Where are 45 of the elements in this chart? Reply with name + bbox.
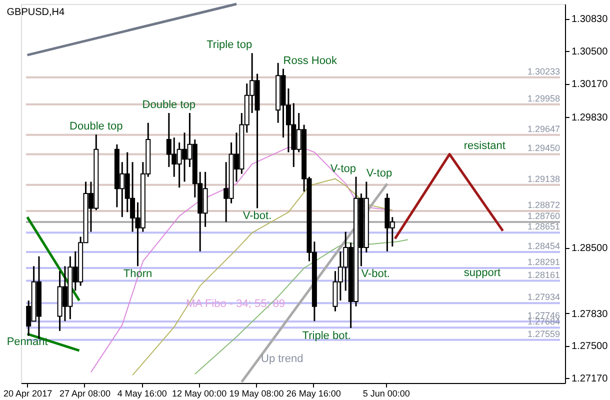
ref-line-label: 1.27684 bbox=[527, 316, 560, 327]
annotation: V-top bbox=[366, 168, 392, 180]
annotation: Up trend bbox=[261, 353, 304, 365]
ref-line-label: 1.27934 bbox=[527, 292, 560, 302]
x-tick-label: 20 Apr 2017 bbox=[4, 388, 52, 398]
chart-title: GBPUSD,H4 bbox=[6, 6, 66, 18]
annotation: Double top bbox=[70, 120, 123, 133]
y-tick-label: 1.27830 bbox=[572, 308, 608, 320]
line-series bbox=[90, 146, 393, 373]
annotation: Thorn bbox=[123, 268, 152, 280]
annotation: resistant bbox=[464, 140, 506, 152]
x-tick-label: 19 May 08:00 bbox=[229, 388, 284, 398]
annotation: Double top bbox=[142, 98, 196, 111]
annotation: V-bot. bbox=[361, 268, 390, 280]
y-tick-label: 1.30170 bbox=[572, 79, 608, 90]
ref-line-label: 1.29450 bbox=[527, 143, 560, 154]
x-tick-label: 26 May 16:00 bbox=[286, 388, 341, 398]
ref-line-label: 1.28291 bbox=[527, 257, 560, 268]
annotation: Pennant bbox=[6, 336, 48, 348]
x-tick-label: 5 Jun 00:00 bbox=[362, 388, 410, 398]
ref-line-label: 1.27559 bbox=[527, 328, 560, 339]
ref-line-label: 1.29958 bbox=[527, 93, 560, 104]
y-tick-label: 1.28500 bbox=[572, 243, 608, 254]
annotation: V-top bbox=[330, 162, 356, 175]
ref-line-label: 1.29138 bbox=[527, 174, 560, 184]
ref-line-label: 1.28872 bbox=[527, 200, 560, 210]
annotation: Triple bot. bbox=[302, 330, 351, 342]
y-tick-label: 1.30500 bbox=[572, 46, 608, 58]
annotation: Triple top bbox=[206, 39, 252, 52]
ref-line-label: 1.29647 bbox=[527, 124, 560, 134]
ref-line-label: 1.28454 bbox=[527, 241, 560, 252]
y-tick-label: 1.29830 bbox=[572, 112, 608, 124]
ref-line-label: 1.28760 bbox=[527, 210, 560, 221]
annotation: support bbox=[464, 266, 501, 279]
x-tick-label: 12 May 00:00 bbox=[172, 388, 227, 398]
x-tick-label: 4 May 16:00 bbox=[117, 388, 167, 398]
x-tick-label: 27 Apr 08:00 bbox=[59, 388, 110, 398]
annotation: V-bot. bbox=[242, 210, 272, 222]
y-tick-label: 1.27170 bbox=[572, 374, 608, 385]
y-tick-label: 1.27500 bbox=[572, 341, 608, 352]
annotation: Ross Hook bbox=[283, 54, 338, 67]
ref-line-label: 1.28161 bbox=[527, 270, 560, 280]
y-tick-label: 1.30830 bbox=[572, 14, 608, 26]
ref-line-label: 1.28651 bbox=[527, 222, 560, 232]
ref-line-label: 1.30233 bbox=[527, 66, 560, 76]
